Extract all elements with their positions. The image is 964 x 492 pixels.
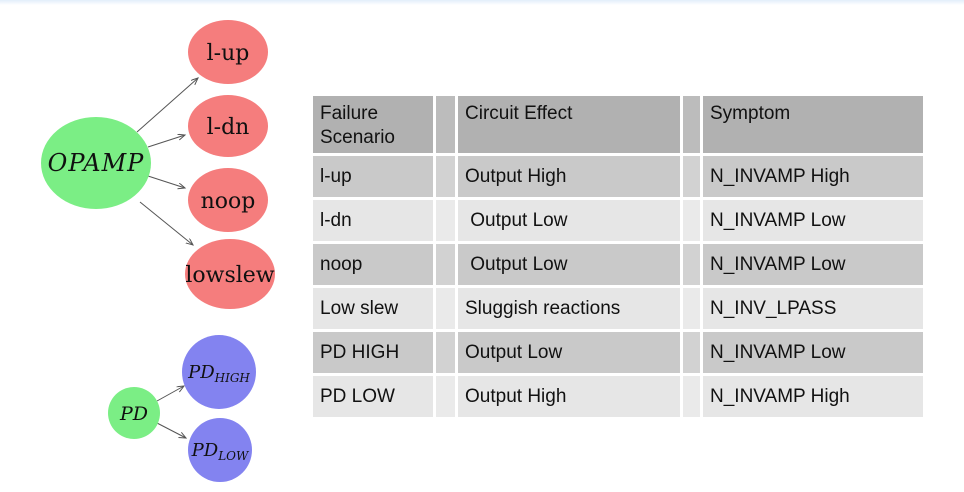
table-header-scenario: Failure Scenario <box>313 96 433 153</box>
table-header-spacer <box>436 96 455 153</box>
table-spacer-cell <box>436 332 455 373</box>
pdhigh-node-label-sub: HIGH <box>214 371 251 385</box>
table-cell-effect: Output High <box>458 376 680 417</box>
table-spacer-cell <box>436 288 455 329</box>
ldn-node-label: l-dn <box>207 115 250 140</box>
pdhigh-node-label: PDHIGH <box>187 362 250 385</box>
lup-node-label: l-up <box>207 41 250 66</box>
table-cell-symptom: N_INVAMP High <box>703 376 923 417</box>
arrow-opamp-lowslew <box>139 201 193 245</box>
table-cell-symptom: N_INVAMP Low <box>703 332 923 373</box>
table-cell-effect: Output Low <box>458 244 680 285</box>
table-spacer-cell <box>436 376 455 417</box>
table-spacer-cell <box>683 376 700 417</box>
pd-node-ellipse <box>108 387 160 439</box>
diagram-arrows <box>136 78 198 438</box>
table-cell-scenario: l-up <box>313 156 433 197</box>
table-header-effect: Circuit Effect <box>458 96 680 153</box>
table-cell-symptom: N_INVAMP Low <box>703 244 923 285</box>
lowslew-node-label: lowslew <box>185 263 274 288</box>
pd-node-label: PD <box>119 403 148 425</box>
lowslew-node-ellipse <box>185 239 275 309</box>
table-cell-scenario: PD LOW <box>313 376 433 417</box>
table-spacer-cell <box>436 156 455 197</box>
pdhigh-node-ellipse <box>182 335 256 409</box>
table-cell-effect: Output Low <box>458 332 680 373</box>
arrow-opamp-ldn <box>147 135 185 148</box>
table-header-spacer <box>683 96 700 153</box>
pdlow-node-ellipse <box>188 418 252 482</box>
table-spacer-cell <box>683 244 700 285</box>
opamp-node-label: OPAMP <box>48 149 145 177</box>
table-cell-symptom: N_INV_LPASS <box>703 288 923 329</box>
table-spacer-cell <box>683 200 700 241</box>
table-cell-symptom: N_INVAMP Low <box>703 200 923 241</box>
arrow-opamp-lup <box>136 78 198 133</box>
lup-node-ellipse <box>188 20 268 84</box>
table-spacer-cell <box>436 244 455 285</box>
table-cell-scenario: noop <box>313 244 433 285</box>
pdhigh-node-label-main: PD <box>187 362 215 383</box>
fault-tree-diagram: OPAMP l-up l-dn noop lowslew PD PDHIGH P… <box>41 20 275 482</box>
failure-scenario-table: Failure Scenario Circuit Effect Symptom … <box>313 96 923 417</box>
table-cell-scenario: Low slew <box>313 288 433 329</box>
opamp-node-ellipse <box>41 117 151 209</box>
noop-node-ellipse <box>188 168 268 232</box>
table-spacer-cell <box>683 288 700 329</box>
table-cell-symptom: N_INVAMP High <box>703 156 923 197</box>
table-cell-effect: Output High <box>458 156 680 197</box>
table-spacer-cell <box>683 332 700 373</box>
ldn-node-ellipse <box>188 95 268 157</box>
pdlow-node-label-main: PD <box>191 440 219 461</box>
table-spacer-cell <box>436 200 455 241</box>
pdlow-node-label: PDLOW <box>191 440 250 463</box>
table-header-symptom: Symptom <box>703 96 923 153</box>
table-cell-effect: Output Low <box>458 200 680 241</box>
diagram-nodes: OPAMP l-up l-dn noop lowslew PD PDHIGH P… <box>41 20 275 482</box>
table-spacer-cell <box>683 156 700 197</box>
table-cell-scenario: l-dn <box>313 200 433 241</box>
top-edge-strip <box>0 0 964 5</box>
noop-node-label: noop <box>201 189 256 214</box>
arrow-pd-pdlow <box>156 422 186 438</box>
arrow-opamp-noop <box>147 175 185 188</box>
table-cell-effect: Sluggish reactions <box>458 288 680 329</box>
pdlow-node-label-sub: LOW <box>217 449 250 463</box>
table-cell-scenario: PD HIGH <box>313 332 433 373</box>
arrow-pd-pdhigh <box>156 386 184 402</box>
